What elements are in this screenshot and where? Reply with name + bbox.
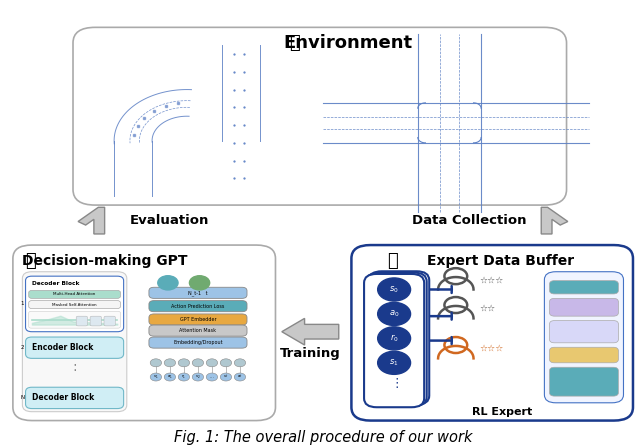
Text: Encoder Block: Encoder Block: [32, 343, 93, 352]
FancyBboxPatch shape: [149, 325, 247, 336]
Text: Decoder Block: Decoder Block: [32, 393, 94, 402]
Text: $s_1$: $s_1$: [153, 373, 159, 381]
Text: Embedding/Dropout: Embedding/Dropout: [173, 340, 223, 345]
Circle shape: [234, 373, 246, 381]
Circle shape: [378, 327, 411, 350]
Text: :: :: [72, 360, 77, 374]
Text: Environment: Environment: [284, 34, 413, 52]
Text: $s_t$: $s_t$: [223, 374, 228, 380]
FancyBboxPatch shape: [73, 27, 566, 205]
Circle shape: [150, 373, 161, 381]
FancyBboxPatch shape: [367, 273, 427, 406]
Circle shape: [192, 373, 204, 381]
FancyBboxPatch shape: [13, 245, 275, 421]
FancyBboxPatch shape: [550, 367, 618, 396]
Text: RL Expert: RL Expert: [472, 407, 532, 417]
Polygon shape: [282, 318, 339, 345]
Circle shape: [164, 373, 175, 381]
Text: $\vdots$: $\vdots$: [390, 376, 399, 390]
FancyBboxPatch shape: [550, 320, 618, 343]
Text: Decoder Block: Decoder Block: [32, 282, 79, 287]
FancyBboxPatch shape: [550, 299, 618, 316]
Circle shape: [378, 278, 411, 301]
Text: ☆☆☆: ☆☆☆: [480, 344, 504, 353]
Text: Evaluation: Evaluation: [130, 214, 209, 227]
FancyBboxPatch shape: [364, 274, 424, 407]
FancyBboxPatch shape: [29, 291, 120, 299]
Text: $r_0$: $r_0$: [390, 333, 399, 344]
FancyBboxPatch shape: [149, 314, 247, 325]
Circle shape: [164, 359, 175, 367]
Text: $a_1$: $a_1$: [167, 373, 173, 381]
Text: 🚗: 🚗: [25, 252, 36, 270]
Circle shape: [189, 276, 210, 290]
FancyBboxPatch shape: [545, 272, 623, 403]
Circle shape: [220, 359, 232, 367]
FancyBboxPatch shape: [29, 300, 120, 308]
Circle shape: [178, 373, 189, 381]
Circle shape: [206, 373, 218, 381]
Circle shape: [178, 359, 189, 367]
FancyBboxPatch shape: [26, 387, 124, 409]
Text: ☆☆☆: ☆☆☆: [480, 275, 504, 284]
Text: $...$: $...$: [209, 375, 215, 380]
Circle shape: [234, 359, 246, 367]
Text: 2: 2: [20, 345, 24, 350]
FancyBboxPatch shape: [149, 287, 247, 299]
Text: Action Prediction Loss: Action Prediction Loss: [172, 304, 225, 309]
FancyBboxPatch shape: [26, 337, 124, 358]
Text: $r_1$: $r_1$: [181, 373, 186, 381]
FancyBboxPatch shape: [149, 300, 247, 312]
FancyBboxPatch shape: [29, 311, 120, 328]
Text: GPT Embedder: GPT Embedder: [180, 317, 216, 322]
FancyBboxPatch shape: [550, 347, 618, 363]
Polygon shape: [541, 207, 568, 234]
Text: $a_0$: $a_0$: [389, 309, 399, 319]
Circle shape: [150, 359, 161, 367]
Circle shape: [158, 276, 178, 290]
Text: Expert Data Buffer: Expert Data Buffer: [426, 253, 573, 268]
Text: Fig. 1: The overall procedure of our work: Fig. 1: The overall procedure of our wor…: [173, 430, 472, 444]
Circle shape: [192, 359, 204, 367]
FancyBboxPatch shape: [26, 276, 124, 332]
Text: 🗄: 🗄: [387, 252, 398, 270]
FancyBboxPatch shape: [104, 316, 115, 326]
Text: $s_1$: $s_1$: [389, 358, 399, 368]
FancyBboxPatch shape: [76, 316, 88, 326]
Text: $s_0$: $s_0$: [389, 284, 399, 295]
Circle shape: [378, 302, 411, 325]
FancyBboxPatch shape: [149, 337, 247, 348]
Polygon shape: [78, 207, 104, 234]
Text: Training: Training: [280, 347, 340, 360]
FancyBboxPatch shape: [90, 316, 102, 326]
Text: Data Collection: Data Collection: [412, 214, 526, 227]
Text: Masked Self-Attention: Masked Self-Attention: [52, 303, 97, 307]
Text: Decision-making GPT: Decision-making GPT: [22, 253, 188, 268]
Text: 🛣: 🛣: [289, 34, 300, 52]
Text: ☆☆: ☆☆: [480, 304, 496, 313]
Text: $s_2$: $s_2$: [195, 373, 201, 381]
Text: $a_t$: $a_t$: [237, 374, 243, 380]
FancyBboxPatch shape: [550, 281, 618, 294]
Text: N: N: [20, 396, 24, 401]
Text: Attention Mask: Attention Mask: [179, 328, 216, 333]
Text: Multi-Head Attention: Multi-Head Attention: [53, 292, 96, 296]
Circle shape: [206, 359, 218, 367]
Text: N_t-1   t: N_t-1 t: [188, 290, 208, 295]
FancyBboxPatch shape: [369, 271, 429, 405]
Circle shape: [220, 373, 232, 381]
FancyBboxPatch shape: [22, 272, 127, 412]
Text: 1: 1: [20, 301, 24, 307]
FancyBboxPatch shape: [351, 245, 633, 421]
Circle shape: [378, 351, 411, 374]
